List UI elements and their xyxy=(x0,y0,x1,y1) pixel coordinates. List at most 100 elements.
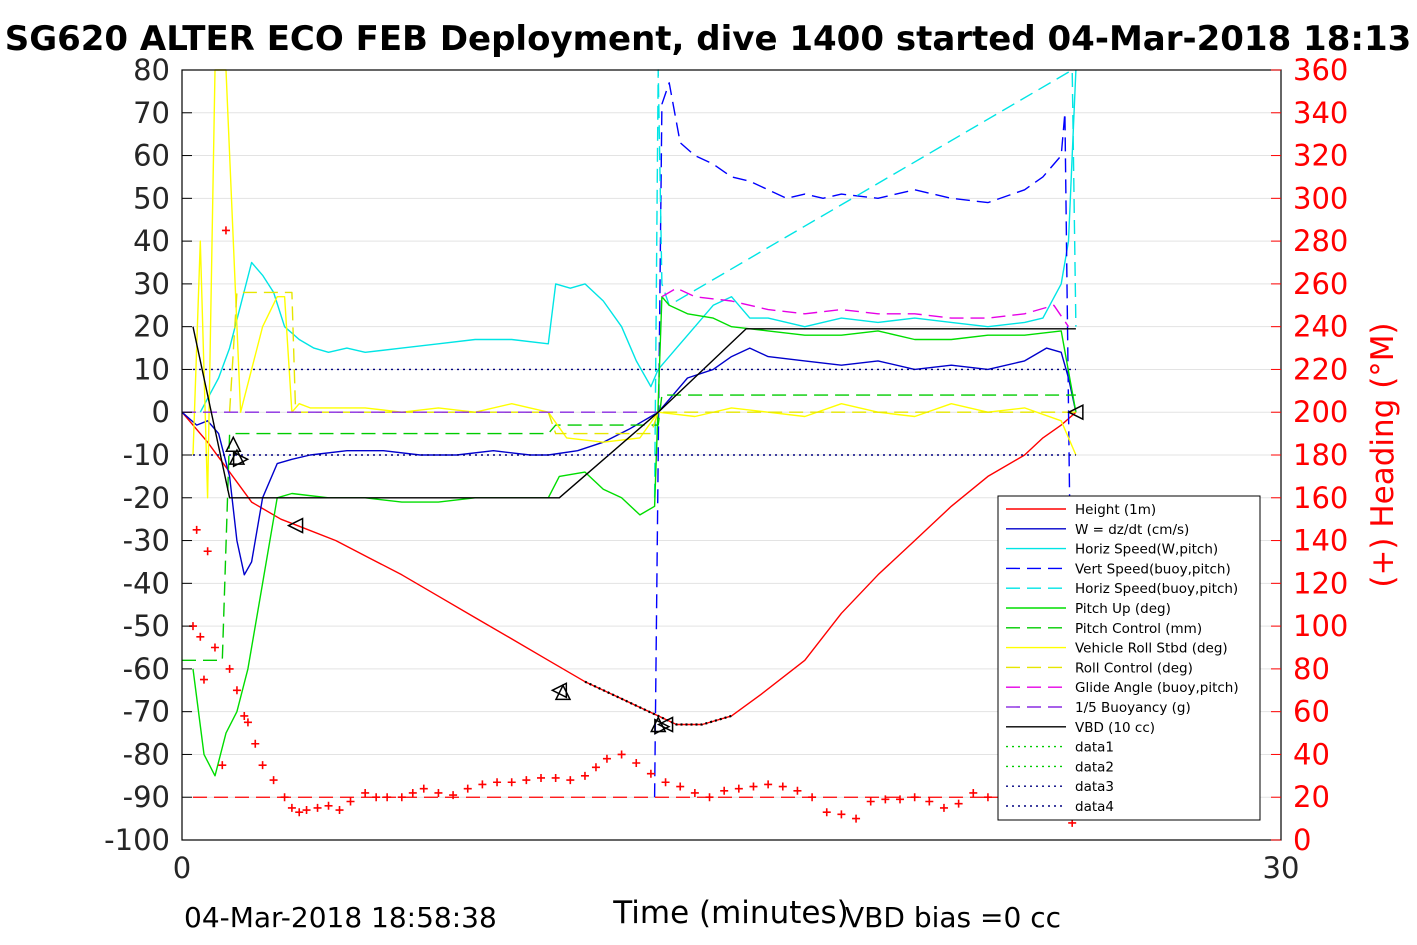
heading-point xyxy=(602,754,611,763)
heading-point xyxy=(808,793,817,802)
heading-point xyxy=(419,784,428,793)
right-tick-label: 240 xyxy=(1293,310,1348,344)
heading-point xyxy=(383,793,392,802)
legend-label: data3 xyxy=(1075,779,1114,795)
heading-point xyxy=(232,686,241,695)
legend: Height (1m) W = dz/dt (cm/s) Horiz Speed(W… xyxy=(997,495,1261,821)
heading-point xyxy=(705,793,714,802)
heading-point xyxy=(969,788,978,797)
series-line-7 xyxy=(192,69,1077,499)
left-tick-label: -90 xyxy=(123,780,170,814)
heading-point xyxy=(372,793,381,802)
x-axis-label: Time (minutes) xyxy=(612,895,848,931)
left-tick-label: 0 xyxy=(152,395,170,429)
right-tick-label: 60 xyxy=(1293,695,1330,729)
left-tick-label: 20 xyxy=(133,310,170,344)
heading-point xyxy=(646,769,655,778)
heading-point xyxy=(507,778,516,787)
heading-point xyxy=(881,795,890,804)
legend-label: Horiz Speed(buoy,pitch) xyxy=(1075,581,1238,597)
legend-label: Pitch Control (mm) xyxy=(1075,621,1202,637)
heading-point xyxy=(199,675,208,684)
heading-point xyxy=(218,761,227,770)
triangle-marker xyxy=(1067,404,1084,421)
heading-point xyxy=(734,784,743,793)
right-tick-label: 340 xyxy=(1293,96,1348,130)
heading-point xyxy=(287,803,296,812)
legend-box xyxy=(997,495,1261,821)
heading-point xyxy=(939,803,948,812)
heading-point xyxy=(983,793,992,802)
heading-point xyxy=(335,806,344,815)
heading-point xyxy=(240,711,249,720)
legend-label: Horiz Speed(W,pitch) xyxy=(1075,542,1218,558)
heading-point xyxy=(910,793,919,802)
triangle-marker xyxy=(232,451,250,468)
heading-point xyxy=(221,226,230,235)
right-tick-label: 160 xyxy=(1293,481,1348,515)
heading-point xyxy=(852,814,861,823)
heading-point xyxy=(551,773,560,782)
left-tick-label: -40 xyxy=(123,566,170,600)
legend-label: data1 xyxy=(1075,740,1114,756)
legend-label: 1/5 Buoyancy (g) xyxy=(1075,700,1191,716)
series-line-5 xyxy=(192,296,1077,777)
heading-point xyxy=(661,778,670,787)
left-tick-label: -30 xyxy=(123,524,170,558)
legend-label: Roll Control (deg) xyxy=(1075,660,1193,676)
heading-point xyxy=(591,763,600,772)
left-tick-label: 80 xyxy=(133,53,170,87)
heading-point xyxy=(361,788,370,797)
right-tick-label: 120 xyxy=(1293,566,1348,600)
heading-point xyxy=(537,773,546,782)
heading-point xyxy=(866,797,875,806)
heading-point xyxy=(676,782,685,791)
heading-point xyxy=(793,786,802,795)
right-tick-label: 220 xyxy=(1293,352,1348,386)
heading-point xyxy=(632,759,641,767)
heading-point xyxy=(295,808,304,817)
heading-point xyxy=(566,776,575,785)
right-tick-label: 100 xyxy=(1293,609,1348,643)
footer-vbd-bias: VBD bias =0 cc xyxy=(845,901,1061,934)
heading-point xyxy=(954,799,963,808)
heading-point xyxy=(778,782,787,791)
legend-label: VBD (10 cc) xyxy=(1075,720,1155,736)
legend-label: Height (1m) xyxy=(1075,502,1156,518)
heading-point xyxy=(302,806,311,815)
heading-point xyxy=(203,547,212,556)
heading-point xyxy=(925,797,934,806)
series-line-9 xyxy=(661,287,1070,328)
triangle-marker xyxy=(286,517,304,534)
heading-point xyxy=(617,750,626,759)
right-tick-label: 140 xyxy=(1293,524,1348,558)
heading-point xyxy=(463,784,472,793)
legend-label: Vert Speed(buoy,pitch) xyxy=(1075,561,1231,577)
heading-point xyxy=(408,788,417,797)
left-tick-label: 10 xyxy=(133,352,170,386)
right-tick-label: 360 xyxy=(1293,53,1348,87)
heading-point xyxy=(313,803,322,812)
left-tick-label: -80 xyxy=(123,737,170,771)
left-y-axis: 80 70 60 50 40 30 20 10 0 -10 -20 -30 -40 -50 -60 -70 -8… xyxy=(104,53,192,857)
heading-point xyxy=(258,761,267,770)
heading-point xyxy=(837,810,846,819)
footer-timestamp: 04-Mar-2018 18:58:38 xyxy=(184,901,497,934)
heading-point xyxy=(522,776,531,785)
x-tick-label: 30 xyxy=(1263,851,1300,885)
legend-label: Pitch Up (deg) xyxy=(1075,601,1171,617)
right-tick-label: 280 xyxy=(1293,224,1348,258)
heading-point xyxy=(210,643,219,652)
heading-point xyxy=(434,788,443,797)
right-tick-label: 300 xyxy=(1293,181,1348,215)
right-tick-label: 40 xyxy=(1293,737,1330,771)
left-tick-label: 70 xyxy=(133,96,170,130)
heading-point xyxy=(493,778,502,787)
right-tick-label: 20 xyxy=(1293,780,1330,814)
legend-label: Glide Angle (buoy,pitch) xyxy=(1075,680,1239,696)
right-tick-label: 320 xyxy=(1293,139,1348,173)
heading-point xyxy=(449,791,458,800)
left-tick-label: -60 xyxy=(123,652,170,686)
heading-point xyxy=(720,786,729,795)
